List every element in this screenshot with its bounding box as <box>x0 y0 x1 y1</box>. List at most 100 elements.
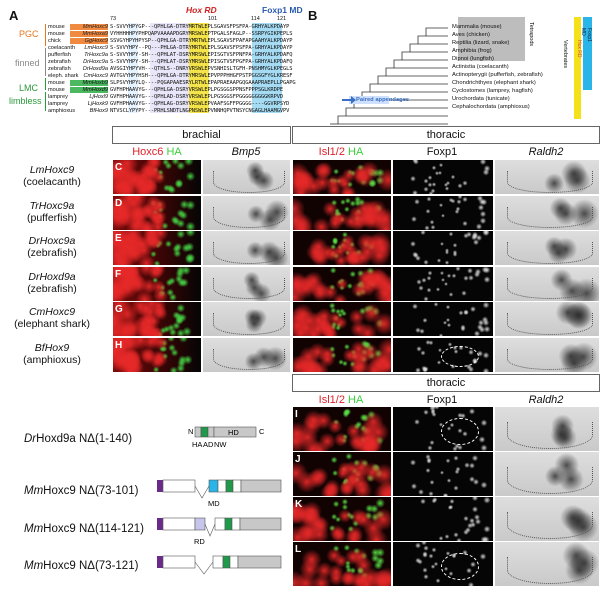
in-situ-image <box>202 301 291 337</box>
fluorescence-image: C <box>112 159 202 195</box>
in-situ-image <box>202 265 291 302</box>
in-situ-image <box>494 336 600 373</box>
panel-label-b: B <box>308 8 318 23</box>
construct-label-2: MmHoxc9 NΔ(73-101) <box>24 485 138 497</box>
align-species: mouse <box>48 87 65 93</box>
outline-marker <box>213 171 285 193</box>
group-pgc: PGC <box>19 29 39 39</box>
row-species: (pufferfish) <box>27 211 77 224</box>
row-label: LmHoxc9 (coelacanth) <box>2 164 102 188</box>
bracket-pgc <box>45 24 46 46</box>
outline-marker <box>507 466 593 495</box>
col-foxp1-2: Foxp1 <box>426 394 458 406</box>
tree-taxon: Chondrichthyes (elephant shark) <box>452 80 536 86</box>
panel-label-k: K <box>295 499 303 510</box>
outline-marker <box>507 206 593 229</box>
fluorescence-image: I <box>292 406 392 452</box>
fluorescence-image: H <box>112 336 202 373</box>
header-thoracic: thoracic <box>292 126 600 144</box>
align-species: chick <box>48 38 61 44</box>
fluorescence-image: G <box>112 301 202 337</box>
tree-taxon: Cyclostomes (lamprey, hagfish) <box>452 88 533 94</box>
align-species: eleph. shark <box>48 73 79 79</box>
panel-label-a: A <box>9 8 19 23</box>
foxp1-image <box>392 496 494 542</box>
construct-1-name: Hoxd9a NΔ(1-140) <box>36 433 133 445</box>
in-situ-image <box>494 406 600 452</box>
phylogeny-tree <box>330 27 448 125</box>
row-gene: CmHoxc9 <box>28 306 76 318</box>
tree-taxon: Mammalia (mouse) <box>452 24 502 30</box>
col-ha: HA <box>166 146 182 158</box>
fluorescence-image: K <box>292 496 392 542</box>
domain-ad: AD <box>203 440 214 449</box>
outline-marker <box>213 313 285 335</box>
domain-n: N <box>188 427 193 436</box>
in-situ-image <box>202 159 291 195</box>
align-gene: BfHox9 <box>89 108 108 114</box>
col-isl-ha-2: Isl1/2 HA <box>292 394 390 406</box>
row-label: TrHoxc9a (pufferfish) <box>2 200 102 224</box>
align-gene: DrHoxc9a <box>83 59 108 65</box>
align-gene: MmHoxa9 <box>70 31 108 37</box>
pos-73: 73 <box>110 16 117 22</box>
outline-marker <box>507 242 593 264</box>
col-isl-ha: Isl1/2 HA <box>292 146 390 158</box>
fluorescence-image <box>292 265 392 302</box>
panel-label-g: G <box>115 304 123 315</box>
align-species: zebrafish <box>48 59 71 65</box>
domain-ha: HA <box>192 440 202 449</box>
outline-marker <box>507 313 593 335</box>
col-foxp1: Foxp1 <box>426 146 458 158</box>
outline-marker <box>213 277 285 300</box>
col-raldh2-2: Raldh2 <box>528 394 564 406</box>
row-species: (zebrafish) <box>27 282 77 295</box>
align-species: coelacanth <box>48 45 76 51</box>
outline-marker <box>507 348 593 371</box>
panel-label-j: J <box>295 454 301 465</box>
domain-hd: HD <box>228 428 239 437</box>
bracket-finned <box>45 48 46 76</box>
row-label: DrHoxd9a (zebrafish) <box>2 271 102 295</box>
domain-nw: NW <box>214 440 227 449</box>
group-lmc: LMC <box>19 83 39 93</box>
panel-label-e: E <box>115 233 122 244</box>
bracket-limbless <box>45 92 46 111</box>
tree-taxon: Reptilia (lizard, snake) <box>452 40 510 46</box>
align-gene: LjHoxl9 <box>89 94 108 100</box>
col-ha-3: HA <box>348 394 364 406</box>
construct-3-species: Mm <box>24 523 44 535</box>
tree-taxon: Amphibia (frog) <box>452 48 492 54</box>
in-situ-image <box>202 336 291 373</box>
align-band-1 <box>128 23 138 113</box>
fluorescence-image <box>292 230 392 266</box>
domain-md: MD <box>208 499 220 508</box>
outline-marker <box>507 511 593 540</box>
panel-label-i: I <box>295 409 298 420</box>
row-label: DrHoxc9a (zebrafish) <box>2 235 102 259</box>
align-sequence: VYHHHHHPYPHPQAPVAAAAPDGRYMRSWLEPTPGALSFA… <box>110 31 293 37</box>
foxp1-image <box>392 159 494 195</box>
panel-label-f: F <box>115 268 122 280</box>
paired-appendages-label: Paired appendages <box>356 97 410 103</box>
align-sequence: SSVGYHPYHPYSP--QPHLGA-DTRYMRTWLEPLSGAVSF… <box>110 38 293 44</box>
col-hoxc6-ha: Hoxc6 HA <box>112 146 202 158</box>
construct-3-name: Hoxc9 NΔ(114-121) <box>43 523 144 535</box>
header-brachial: brachial <box>112 126 291 144</box>
in-situ-image <box>202 230 291 266</box>
hox-rd-bar <box>574 17 581 119</box>
align-sequence: S-SVVYHPYGP---QPHLGA-DTRYMRTWLEPLSGAVSFP… <box>110 24 290 30</box>
foxp1-image <box>392 336 494 373</box>
foxp1-image <box>392 301 494 337</box>
fluorescence-image: E <box>112 230 202 266</box>
row-gene: TrHoxc9a <box>29 199 75 212</box>
group-finned: finned <box>15 58 40 68</box>
outline-marker <box>507 277 593 300</box>
row-label: CmHoxc9 (elephant shark) <box>2 306 102 330</box>
group-limbless: limbless <box>9 96 42 106</box>
foxp1-md-bar <box>583 17 592 90</box>
tree-taxon: Aves (chicken) <box>452 32 490 38</box>
in-situ-image <box>494 541 600 587</box>
align-species: lamprey <box>48 101 68 107</box>
align-band-md <box>252 23 282 113</box>
